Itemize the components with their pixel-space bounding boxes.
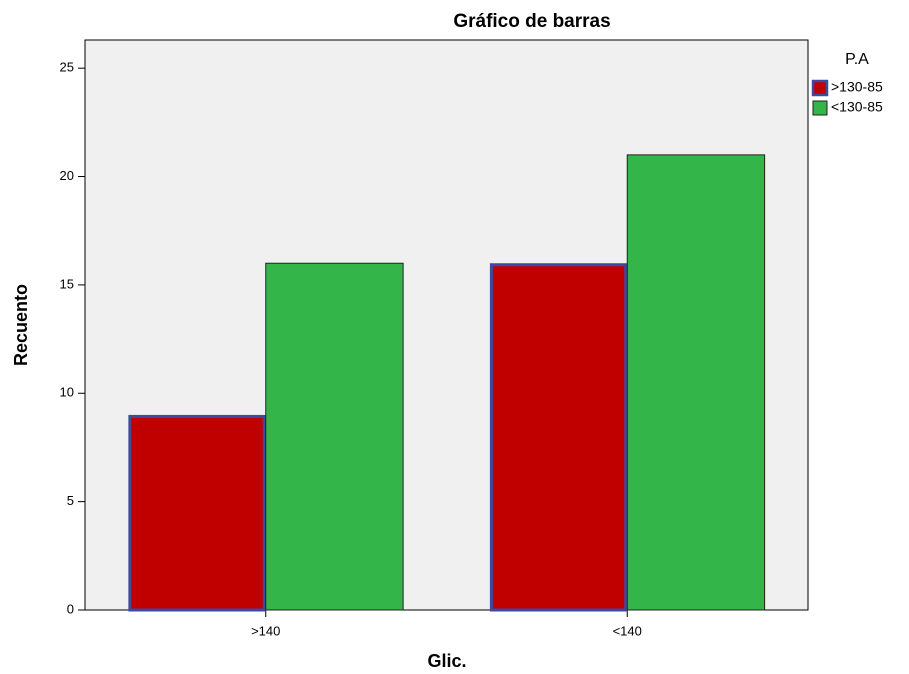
- chart-title: Gráfico de barras: [453, 11, 610, 32]
- legend-swatch: [812, 100, 828, 116]
- y-tick-label: 5: [67, 493, 74, 508]
- y-tick-label: 20: [60, 168, 74, 183]
- legend-title: P.A: [845, 51, 869, 68]
- y-tick-label: 15: [60, 276, 74, 291]
- y-tick-label: 10: [60, 385, 74, 400]
- bar: [489, 263, 628, 612]
- bar: [626, 154, 766, 611]
- y-axis-label: Recuento: [11, 284, 31, 366]
- legend-label: >130-85: [831, 79, 883, 95]
- x-axis-label: Glic.: [427, 651, 466, 671]
- x-tick-label: <140: [613, 623, 642, 638]
- y-tick-label: 25: [60, 60, 74, 75]
- legend-swatch: [811, 79, 829, 97]
- legend-label: <130-85: [831, 99, 883, 115]
- y-tick-label: 0: [67, 601, 74, 616]
- bar: [265, 262, 404, 611]
- x-tick-label: >140: [251, 623, 280, 638]
- bar: [128, 414, 266, 612]
